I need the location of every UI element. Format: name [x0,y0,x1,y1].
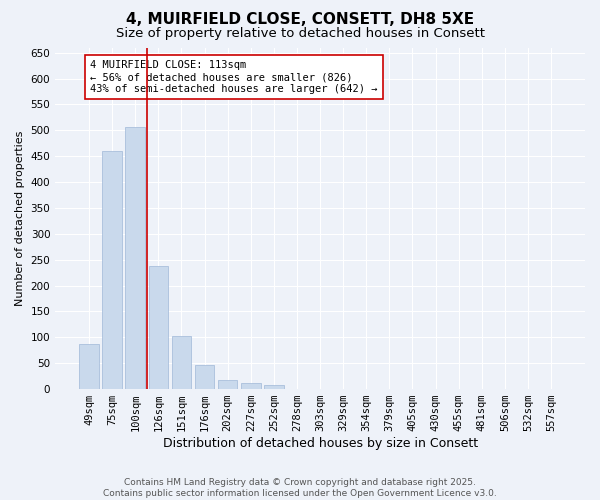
Text: 4 MUIRFIELD CLOSE: 113sqm
← 56% of detached houses are smaller (826)
43% of semi: 4 MUIRFIELD CLOSE: 113sqm ← 56% of detac… [90,60,378,94]
Bar [79,344,99,389]
X-axis label: Distribution of detached houses by size in Consett: Distribution of detached houses by size … [163,437,478,450]
Bar [264,385,284,389]
Bar [103,151,122,389]
Text: 4, MUIRFIELD CLOSE, CONSETT, DH8 5XE: 4, MUIRFIELD CLOSE, CONSETT, DH8 5XE [126,12,474,28]
Bar [403,388,422,389]
Bar [218,380,238,389]
Bar [125,126,145,389]
Bar [541,388,561,389]
Bar [172,336,191,389]
Y-axis label: Number of detached properties: Number of detached properties [15,130,25,306]
Text: Contains HM Land Registry data © Crown copyright and database right 2025.
Contai: Contains HM Land Registry data © Crown c… [103,478,497,498]
Text: Size of property relative to detached houses in Consett: Size of property relative to detached ho… [115,28,485,40]
Bar [495,388,515,389]
Bar [195,365,214,389]
Bar [149,266,168,389]
Bar [241,383,260,389]
Bar [287,388,307,389]
